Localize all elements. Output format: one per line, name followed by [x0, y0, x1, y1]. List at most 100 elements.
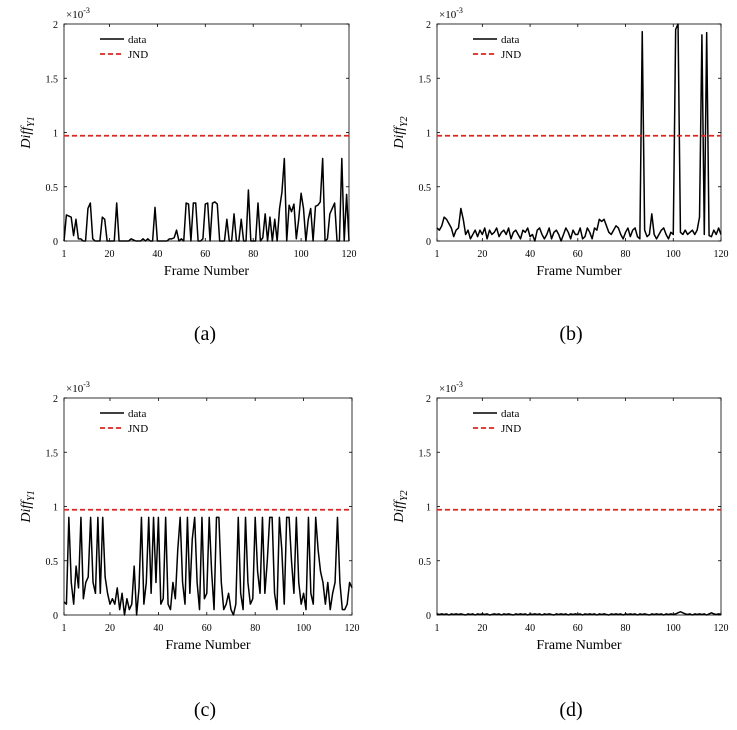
legend-jnd-label: JND — [501, 423, 521, 435]
x-tick-label: 1 — [435, 249, 440, 260]
legend-data-label: data — [501, 34, 519, 46]
y-tick-label: 2 — [53, 20, 58, 31]
y-tick-label: 0.5 — [419, 557, 432, 568]
y-axis-label-sub: Y2 — [399, 490, 410, 501]
y-tick-label: 1 — [426, 503, 431, 514]
axes-box — [63, 23, 350, 242]
x-tick-label: 100 — [296, 623, 311, 634]
y-axis-label-sub: Y2 — [399, 116, 410, 127]
y-axis-label: DiffY1 — [19, 490, 37, 523]
y-axis-label-sub: Y1 — [26, 116, 37, 127]
x-tick-label: 40 — [525, 623, 535, 634]
legend-jnd-label: JND — [128, 49, 148, 61]
x-tick-label: 120 — [714, 249, 729, 260]
x-tick-label: 1 — [62, 249, 67, 260]
y-axis-label: DiffY1 — [19, 116, 37, 149]
x-axis-label: Frame Number — [164, 264, 249, 279]
y-exponent-label: ×10-3 — [66, 6, 90, 21]
y-tick-label: 2 — [426, 394, 431, 405]
y-exponent-label: ×10-3 — [439, 6, 463, 21]
x-tick-label: 120 — [345, 623, 360, 634]
x-tick-label: 20 — [477, 623, 487, 634]
y-exponent-base: ×10 — [66, 9, 84, 21]
y-axis-label-main: Diff — [392, 125, 407, 150]
y-exponent-power: -3 — [83, 6, 90, 15]
y-exponent-label: ×10-3 — [439, 380, 463, 395]
y-tick-label: 1.5 — [46, 448, 59, 459]
legend-data-label: data — [128, 34, 146, 46]
y-tick-label: 1.5 — [419, 74, 432, 85]
y-exponent-power: -3 — [83, 380, 90, 389]
y-tick-label: 2 — [426, 20, 431, 31]
axes-box — [63, 397, 353, 616]
x-tick-label: 60 — [200, 249, 210, 260]
y-axis-label-main: Diff — [19, 125, 34, 150]
data-line — [436, 23, 722, 242]
panel-caption: (d) — [559, 699, 582, 721]
y-tick-label: 0 — [53, 237, 58, 248]
x-tick-label: 60 — [202, 623, 212, 634]
x-tick-label: 20 — [105, 623, 115, 634]
x-tick-label: 120 — [342, 249, 357, 260]
x-tick-label: 80 — [621, 249, 631, 260]
x-axis-label: Frame Number — [165, 638, 250, 653]
y-exponent-base: ×10 — [439, 9, 457, 21]
y-tick-label: 1.5 — [419, 448, 432, 459]
x-tick-label: 1 — [435, 623, 440, 634]
legend-jnd-label: JND — [128, 423, 148, 435]
x-tick-label: 100 — [666, 249, 681, 260]
x-tick-label: 80 — [250, 623, 260, 634]
panel-caption: (c) — [194, 699, 216, 721]
y-tick-label: 1 — [53, 503, 58, 514]
legend-jnd-label: JND — [501, 49, 521, 61]
data-line — [436, 611, 722, 616]
y-tick-label: 1 — [53, 129, 58, 140]
x-axis-label: Frame Number — [536, 264, 621, 279]
x-tick-label: 60 — [573, 623, 583, 634]
y-tick-label: 0.5 — [46, 557, 59, 568]
legend-data-label: data — [501, 408, 519, 420]
data-line — [63, 157, 350, 242]
y-tick-label: 0.5 — [46, 183, 59, 194]
x-tick-label: 100 — [666, 623, 681, 634]
x-tick-label: 80 — [248, 249, 258, 260]
x-axis-label: Frame Number — [536, 638, 621, 653]
y-tick-label: 1 — [426, 129, 431, 140]
x-tick-label: 40 — [152, 249, 162, 260]
y-tick-label: 2 — [53, 394, 58, 405]
legend-data-label: data — [128, 408, 146, 420]
y-tick-label: 0 — [426, 237, 431, 248]
y-exponent-base: ×10 — [439, 383, 457, 395]
y-axis-label-main: Diff — [19, 499, 34, 524]
x-tick-label: 20 — [477, 249, 487, 260]
panel-caption: (a) — [194, 323, 216, 345]
x-tick-label: 120 — [714, 623, 729, 634]
x-tick-label: 40 — [153, 623, 163, 634]
axes-box — [436, 397, 722, 616]
y-exponent-power: -3 — [456, 6, 463, 15]
data-line — [63, 516, 353, 616]
y-exponent-base: ×10 — [66, 383, 84, 395]
panel-caption: (b) — [559, 323, 582, 345]
x-tick-label: 80 — [621, 623, 631, 634]
y-exponent-label: ×10-3 — [66, 380, 90, 395]
y-tick-label: 0 — [426, 611, 431, 622]
y-tick-label: 0 — [53, 611, 58, 622]
y-axis-label-main: Diff — [392, 499, 407, 524]
y-axis-label-sub: Y1 — [26, 490, 37, 501]
y-exponent-power: -3 — [456, 380, 463, 389]
y-axis-label: DiffY2 — [392, 116, 410, 149]
x-tick-label: 1 — [62, 623, 67, 634]
y-axis-label: DiffY2 — [392, 490, 410, 523]
x-tick-label: 100 — [294, 249, 309, 260]
y-tick-label: 0.5 — [419, 183, 432, 194]
x-tick-label: 60 — [573, 249, 583, 260]
x-tick-label: 40 — [525, 249, 535, 260]
x-tick-label: 20 — [105, 249, 115, 260]
y-tick-label: 1.5 — [46, 74, 59, 85]
